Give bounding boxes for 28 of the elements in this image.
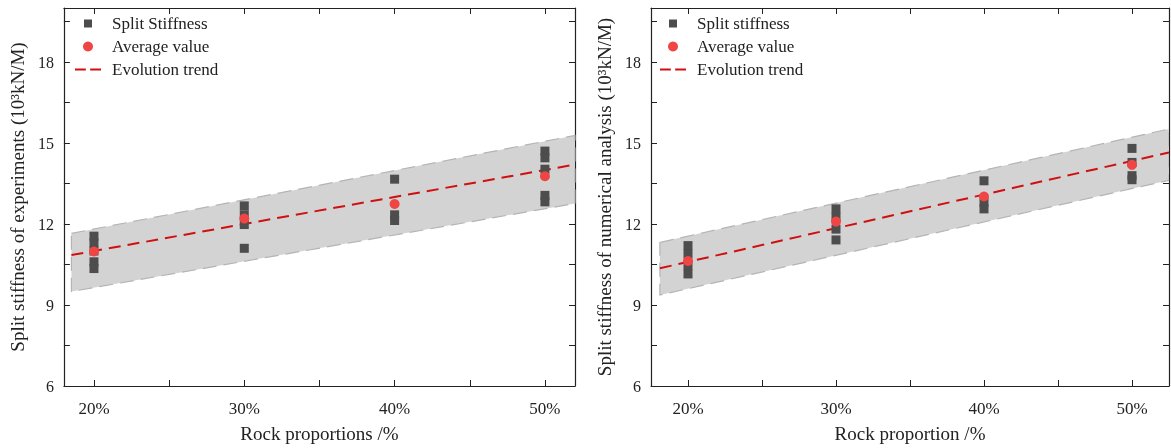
legend-label: Split stiffness (697, 14, 790, 33)
y-axis-title: Split stiffness of experiments (10³kN/M) (7, 42, 29, 352)
legend-label: Split Stiffness (112, 14, 208, 33)
legend-label: Average value (697, 37, 795, 56)
y-tick-label: 9 (633, 296, 641, 314)
y-tick-label: 15 (625, 134, 641, 152)
y-tick-label: 18 (37, 53, 54, 71)
y-tick-label: 18 (625, 53, 641, 71)
legend-label: Average value (112, 37, 210, 56)
y-tick-label: 15 (37, 134, 54, 152)
x-tick-label: 20% (672, 399, 704, 418)
x-tick-label: 40% (968, 399, 1000, 418)
y-axis-title: Split stiffness of numerical analysis (10³kN/M) (594, 17, 617, 377)
x-tick-label: 50% (529, 399, 561, 418)
x-tick-label: 50% (1116, 399, 1148, 418)
legend-label: Evolution trend (697, 60, 804, 79)
y-tick-label: 12 (37, 215, 54, 233)
x-tick-label: 30% (228, 399, 260, 418)
x-tick-label: 30% (820, 399, 852, 418)
y-tick-label: 6 (45, 377, 54, 395)
x-axis-title: Rock proportions /% (240, 423, 399, 444)
x-axis-title: Rock proportion /% (834, 423, 986, 444)
x-tick-label: 40% (379, 399, 411, 418)
y-tick-label: 9 (45, 296, 54, 314)
y-tick-label: 12 (625, 215, 641, 233)
x-tick-label: 20% (78, 399, 110, 418)
y-tick-label: 6 (633, 377, 641, 395)
legend-label: Evolution trend (112, 60, 219, 79)
